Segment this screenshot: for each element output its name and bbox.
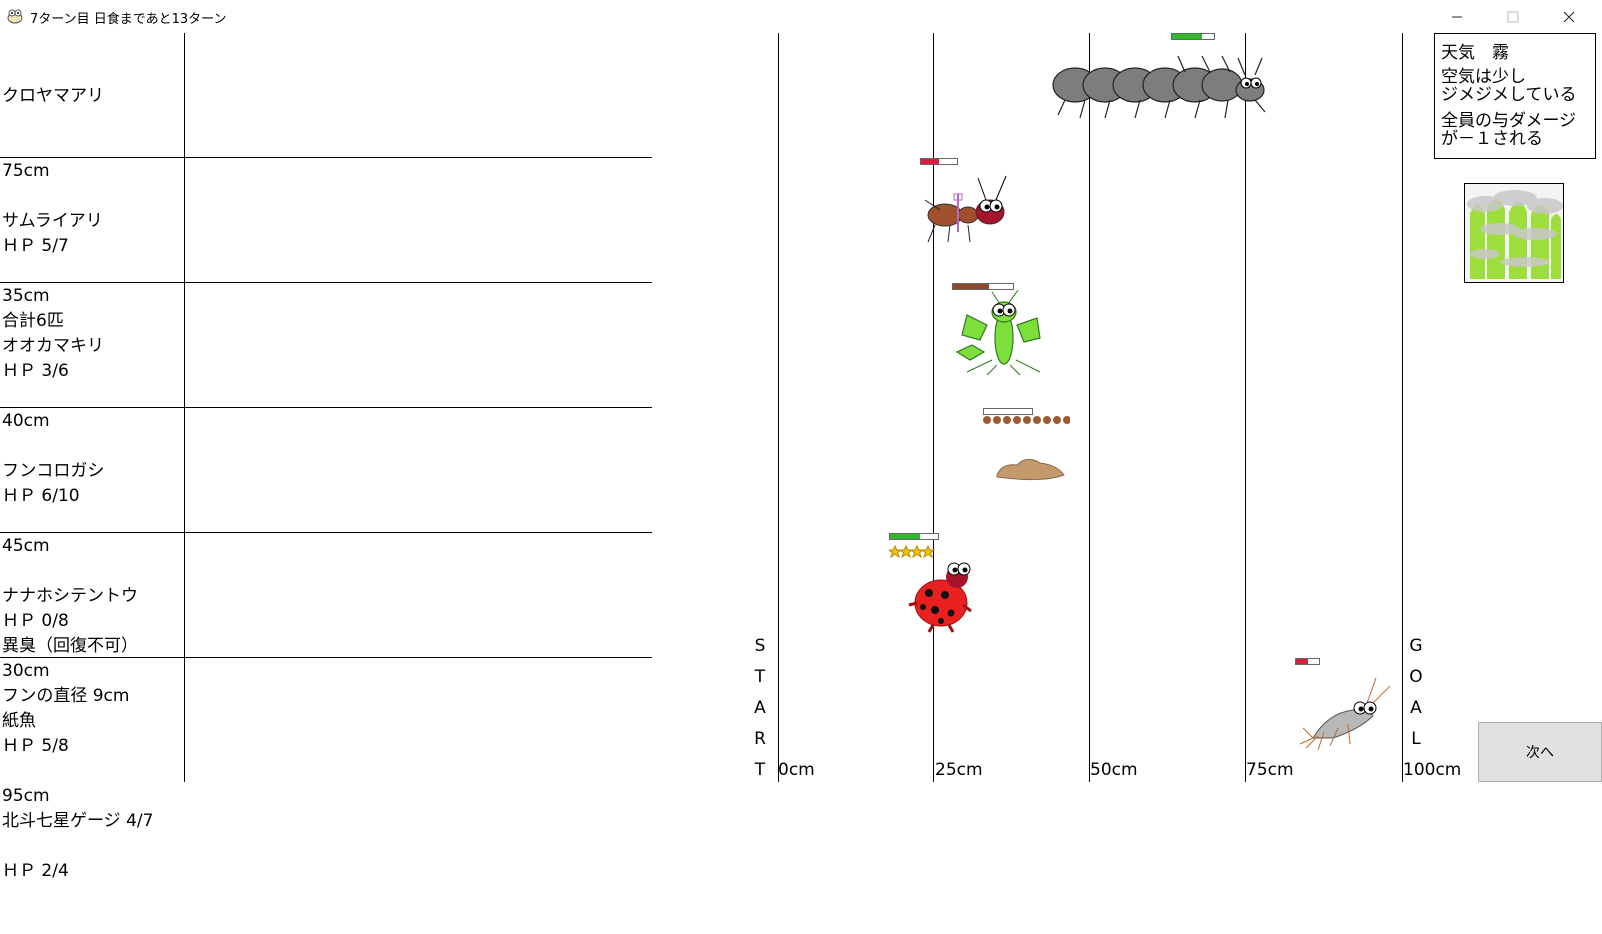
- maximize-button[interactable]: [1490, 0, 1536, 33]
- insect-hp: ＨＰ 5/8: [2, 736, 69, 756]
- axis-label-25: 25cm: [935, 760, 983, 780]
- status-row-black-ant: クロヤマアリ 75cm ＨＰ 5/7 合計6匹: [0, 33, 652, 331]
- insect-position: 45cm: [2, 536, 50, 556]
- track-line-100: [1402, 33, 1403, 782]
- insect-name: クロヤマアリ: [2, 86, 104, 106]
- status-row-mantis: オオカマキリ 40cm ＨＰ 6/10 異臭（回復不可）: [0, 283, 652, 656]
- insect-extra: 合計6匹: [2, 311, 64, 331]
- start-letter: S: [754, 636, 766, 656]
- insect-hp: ＨＰ 6/10: [2, 486, 80, 506]
- hp-bar-silverfish: [1295, 658, 1320, 665]
- insect-position: 40cm: [2, 411, 50, 431]
- start-letter: R: [754, 729, 766, 749]
- hp-bar-ladybug: [889, 533, 939, 540]
- big-dipper-gauge-stars: [889, 544, 936, 559]
- ladybug-sprite: [908, 562, 972, 633]
- insect-hp: ＨＰ 3/6: [2, 361, 69, 381]
- start-letter: T: [754, 760, 766, 780]
- close-icon: [1563, 11, 1575, 22]
- axis-label-0: 0cm: [778, 760, 815, 780]
- mantis-sprite: [955, 290, 1041, 376]
- silverfish-sprite: [1299, 677, 1391, 751]
- insect-name: ナナホシテントウ: [2, 586, 138, 606]
- minimize-icon: [1452, 16, 1462, 17]
- weather-effect-2: が－１される: [1441, 129, 1543, 149]
- insect-hp: ＨＰ 5/7: [2, 236, 69, 256]
- axis-label-75: 75cm: [1246, 760, 1294, 780]
- status-row-samurai-ant: サムライアリ 35cm ＨＰ 3/6: [0, 158, 652, 381]
- goal-letter: A: [1410, 698, 1422, 718]
- goal-letter: O: [1409, 667, 1423, 687]
- dung-beetle-sprite: [983, 416, 1070, 481]
- axis-label-50: 50cm: [1090, 760, 1138, 780]
- start-letter: A: [754, 698, 766, 718]
- insect-name: フンコロガシ: [2, 461, 105, 481]
- weather-effect-1: 全員の与ダメージ: [1441, 111, 1577, 131]
- insect-position: 95cm: [2, 786, 50, 806]
- status-row-silverfish: 紙魚 95cm ＨＰ 2/4: [0, 658, 652, 881]
- hp-fill: [921, 159, 939, 164]
- weather-desc-1: 空気は少し: [1441, 67, 1526, 87]
- goal-letter: G: [1409, 636, 1423, 656]
- fog-forest-icon: [1464, 183, 1564, 283]
- status-row-ladybug: ナナホシテントウ 30cm ＨＰ 5/8 北斗七星ゲージ 4/7: [0, 533, 652, 831]
- samurai-ant-sprite: [924, 175, 1007, 243]
- axis-label-100: 100cm: [1403, 760, 1462, 780]
- insect-position: 30cm: [2, 661, 50, 681]
- track-line-0: [778, 33, 779, 782]
- insect-position: 75cm: [2, 161, 50, 181]
- app-icon: [7, 9, 23, 24]
- goal-letter: L: [1411, 729, 1421, 749]
- window-title: 7ターン目 日食まであと13ターン: [30, 12, 227, 27]
- insect-position: 35cm: [2, 286, 50, 306]
- insect-extra: フンの直径 9cm: [2, 686, 130, 706]
- hp-bar-mantis: [952, 283, 1014, 290]
- hp-bar-black-ant: [1171, 33, 1215, 40]
- title-bar: 7ターン目 日食まであと13ターン: [0, 0, 1602, 33]
- next-button[interactable]: 次へ: [1478, 722, 1602, 782]
- track-line-50: [1089, 33, 1090, 782]
- insect-hp: ＨＰ 2/4: [2, 861, 69, 881]
- hp-fill: [890, 534, 920, 539]
- weather-title: 天気 霧: [1441, 43, 1509, 63]
- weather-panel: 天気 霧 空気は少し ジメジメしている 全員の与ダメージ が－１される: [1434, 33, 1596, 159]
- status-row-dung-beetle: フンコロガシ 45cm ＨＰ 0/8 フンの直径 9cm: [0, 408, 652, 706]
- minimize-button[interactable]: [1434, 0, 1480, 33]
- close-button[interactable]: [1546, 0, 1592, 33]
- hp-bar-dung-beetle: [983, 408, 1033, 415]
- maximize-icon: [1507, 11, 1519, 22]
- weather-desc-2: ジメジメしている: [1441, 85, 1577, 105]
- hp-fill: [1296, 659, 1308, 664]
- insect-name: オオカマキリ: [2, 336, 104, 356]
- black-ant-swarm-sprite: [1052, 55, 1266, 119]
- start-letter: T: [754, 667, 766, 687]
- insect-hp: ＨＰ 0/8: [2, 611, 69, 631]
- hp-fill: [1172, 34, 1202, 39]
- insect-status-effect: 異臭（回復不可）: [2, 636, 138, 656]
- hp-fill: [953, 284, 989, 289]
- insect-name: 紙魚: [2, 711, 36, 731]
- track-line-75: [1245, 33, 1246, 782]
- track-line-25: [933, 33, 934, 782]
- hp-bar-samurai-ant: [920, 158, 958, 165]
- insect-name: サムライアリ: [2, 211, 103, 231]
